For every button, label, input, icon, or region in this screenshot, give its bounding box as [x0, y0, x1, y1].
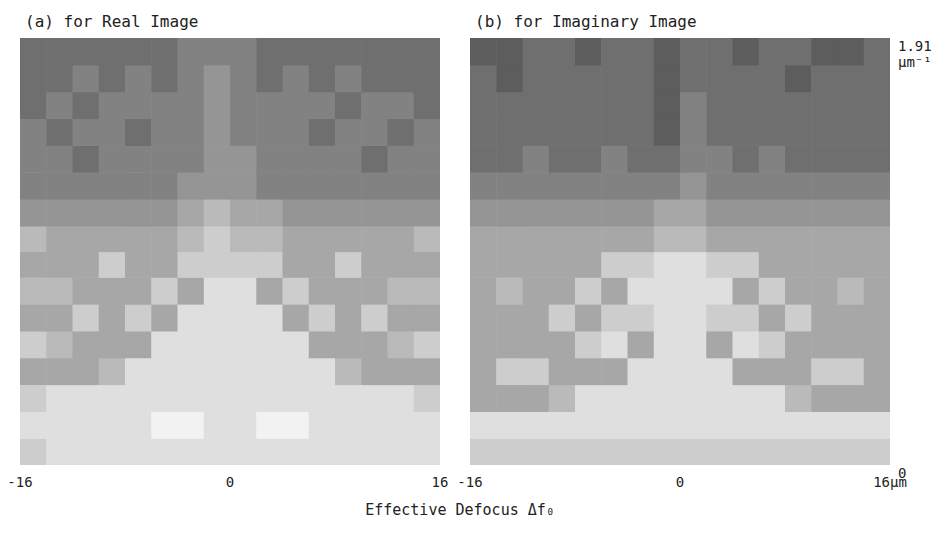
svg-text:16µm: 16µm: [873, 474, 907, 490]
svg-text:(a) for Real Image: (a) for Real Image: [25, 12, 198, 31]
svg-text:0: 0: [676, 474, 684, 490]
svg-text:0: 0: [898, 465, 907, 481]
svg-text:16: 16: [432, 474, 449, 490]
svg-text:1.91: 1.91: [898, 38, 932, 54]
svg-text:-16: -16: [457, 474, 482, 490]
svg-text:µm⁻¹: µm⁻¹: [898, 54, 932, 70]
svg-text:0: 0: [226, 474, 234, 490]
svg-text:Effective Defocus Δf₀: Effective Defocus Δf₀: [365, 501, 555, 519]
svg-text:(b) for Imaginary Image: (b) for Imaginary Image: [475, 12, 697, 31]
svg-text:-16: -16: [7, 474, 32, 490]
